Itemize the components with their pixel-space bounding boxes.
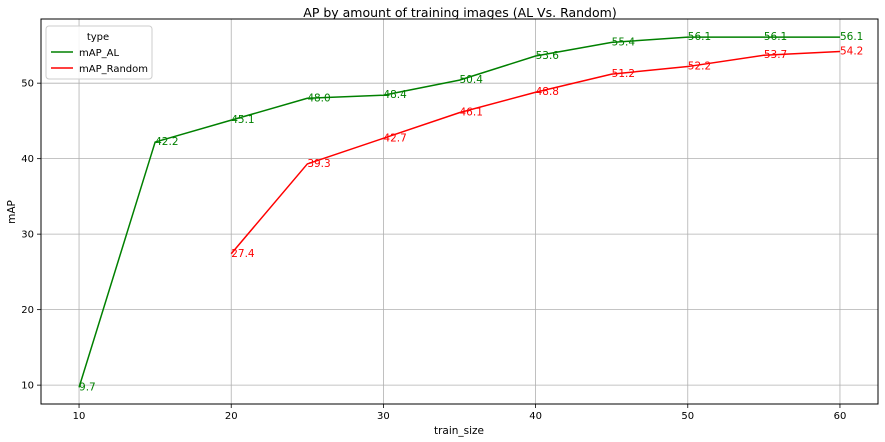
- data-label-mAP_Random: 53.7: [764, 49, 787, 61]
- data-label-mAP_Random: 54.2: [840, 45, 863, 57]
- plot-frame: [40, 18, 879, 405]
- x-tick-label: 50: [681, 411, 694, 422]
- legend: type mAP_AL mAP_Random: [45, 25, 153, 80]
- series-line-mAP_Random: [230, 50, 840, 255]
- data-label-mAP_Random: 52.2: [688, 61, 711, 73]
- series-line-mAP_AL: [78, 36, 840, 388]
- x-tick-label: 20: [225, 411, 238, 422]
- legend-label-mAP_Random: mAP_Random: [79, 64, 148, 75]
- x-tick-label: 30: [377, 411, 390, 422]
- data-label-mAP_Random: 48.8: [536, 86, 559, 98]
- data-label-mAP_Random: 46.1: [460, 107, 483, 119]
- data-label-mAP_AL: 42.2: [155, 136, 178, 148]
- data-label-mAP_AL: 45.1: [231, 114, 254, 126]
- data-labels: 9.7 42.2 45.1 48.0 48.4 50.4 53.6 55.4 56.1 56.1 5…: [79, 31, 863, 393]
- data-label-mAP_AL: 48.0: [307, 92, 330, 104]
- y-axis-label: mAP: [6, 200, 18, 224]
- axis-ticks: 10 20 30 40 50 60 10 20 30 40 50: [21, 79, 846, 422]
- data-label-mAP_Random: 39.3: [307, 158, 330, 170]
- data-label-mAP_AL: 9.7: [79, 381, 96, 393]
- data-label-mAP_Random: 27.4: [231, 248, 255, 260]
- legend-box: [45, 25, 153, 80]
- data-label-mAP_Random: 42.7: [383, 132, 406, 144]
- data-label-mAP_AL: 56.1: [840, 31, 863, 43]
- x-tick-label: 60: [834, 411, 847, 422]
- x-tick-label: 10: [73, 411, 86, 422]
- y-tick-label: 10: [21, 381, 34, 392]
- data-label-mAP_AL: 56.1: [688, 31, 711, 43]
- grid: [41, 19, 878, 404]
- data-label-mAP_AL: 56.1: [764, 31, 787, 43]
- data-label-mAP_AL: 48.4: [383, 89, 407, 101]
- data-label-mAP_Random: 51.2: [612, 68, 635, 80]
- data-label-mAP_AL: 55.4: [612, 36, 636, 48]
- series-lines: [78, 36, 840, 388]
- y-tick-label: 40: [21, 154, 34, 165]
- data-label-mAP_AL: 50.4: [460, 74, 484, 86]
- x-tick-label: 40: [529, 411, 542, 422]
- x-axis-label: train_size: [434, 425, 484, 437]
- legend-title: type: [87, 32, 109, 43]
- data-label-mAP_AL: 53.6: [536, 50, 560, 62]
- chart-title: AP by amount of training images (AL Vs. …: [303, 5, 616, 20]
- y-tick-label: 50: [21, 79, 34, 90]
- y-tick-label: 30: [21, 230, 34, 241]
- y-tick-label: 20: [21, 305, 34, 316]
- legend-label-mAP_AL: mAP_AL: [79, 48, 119, 59]
